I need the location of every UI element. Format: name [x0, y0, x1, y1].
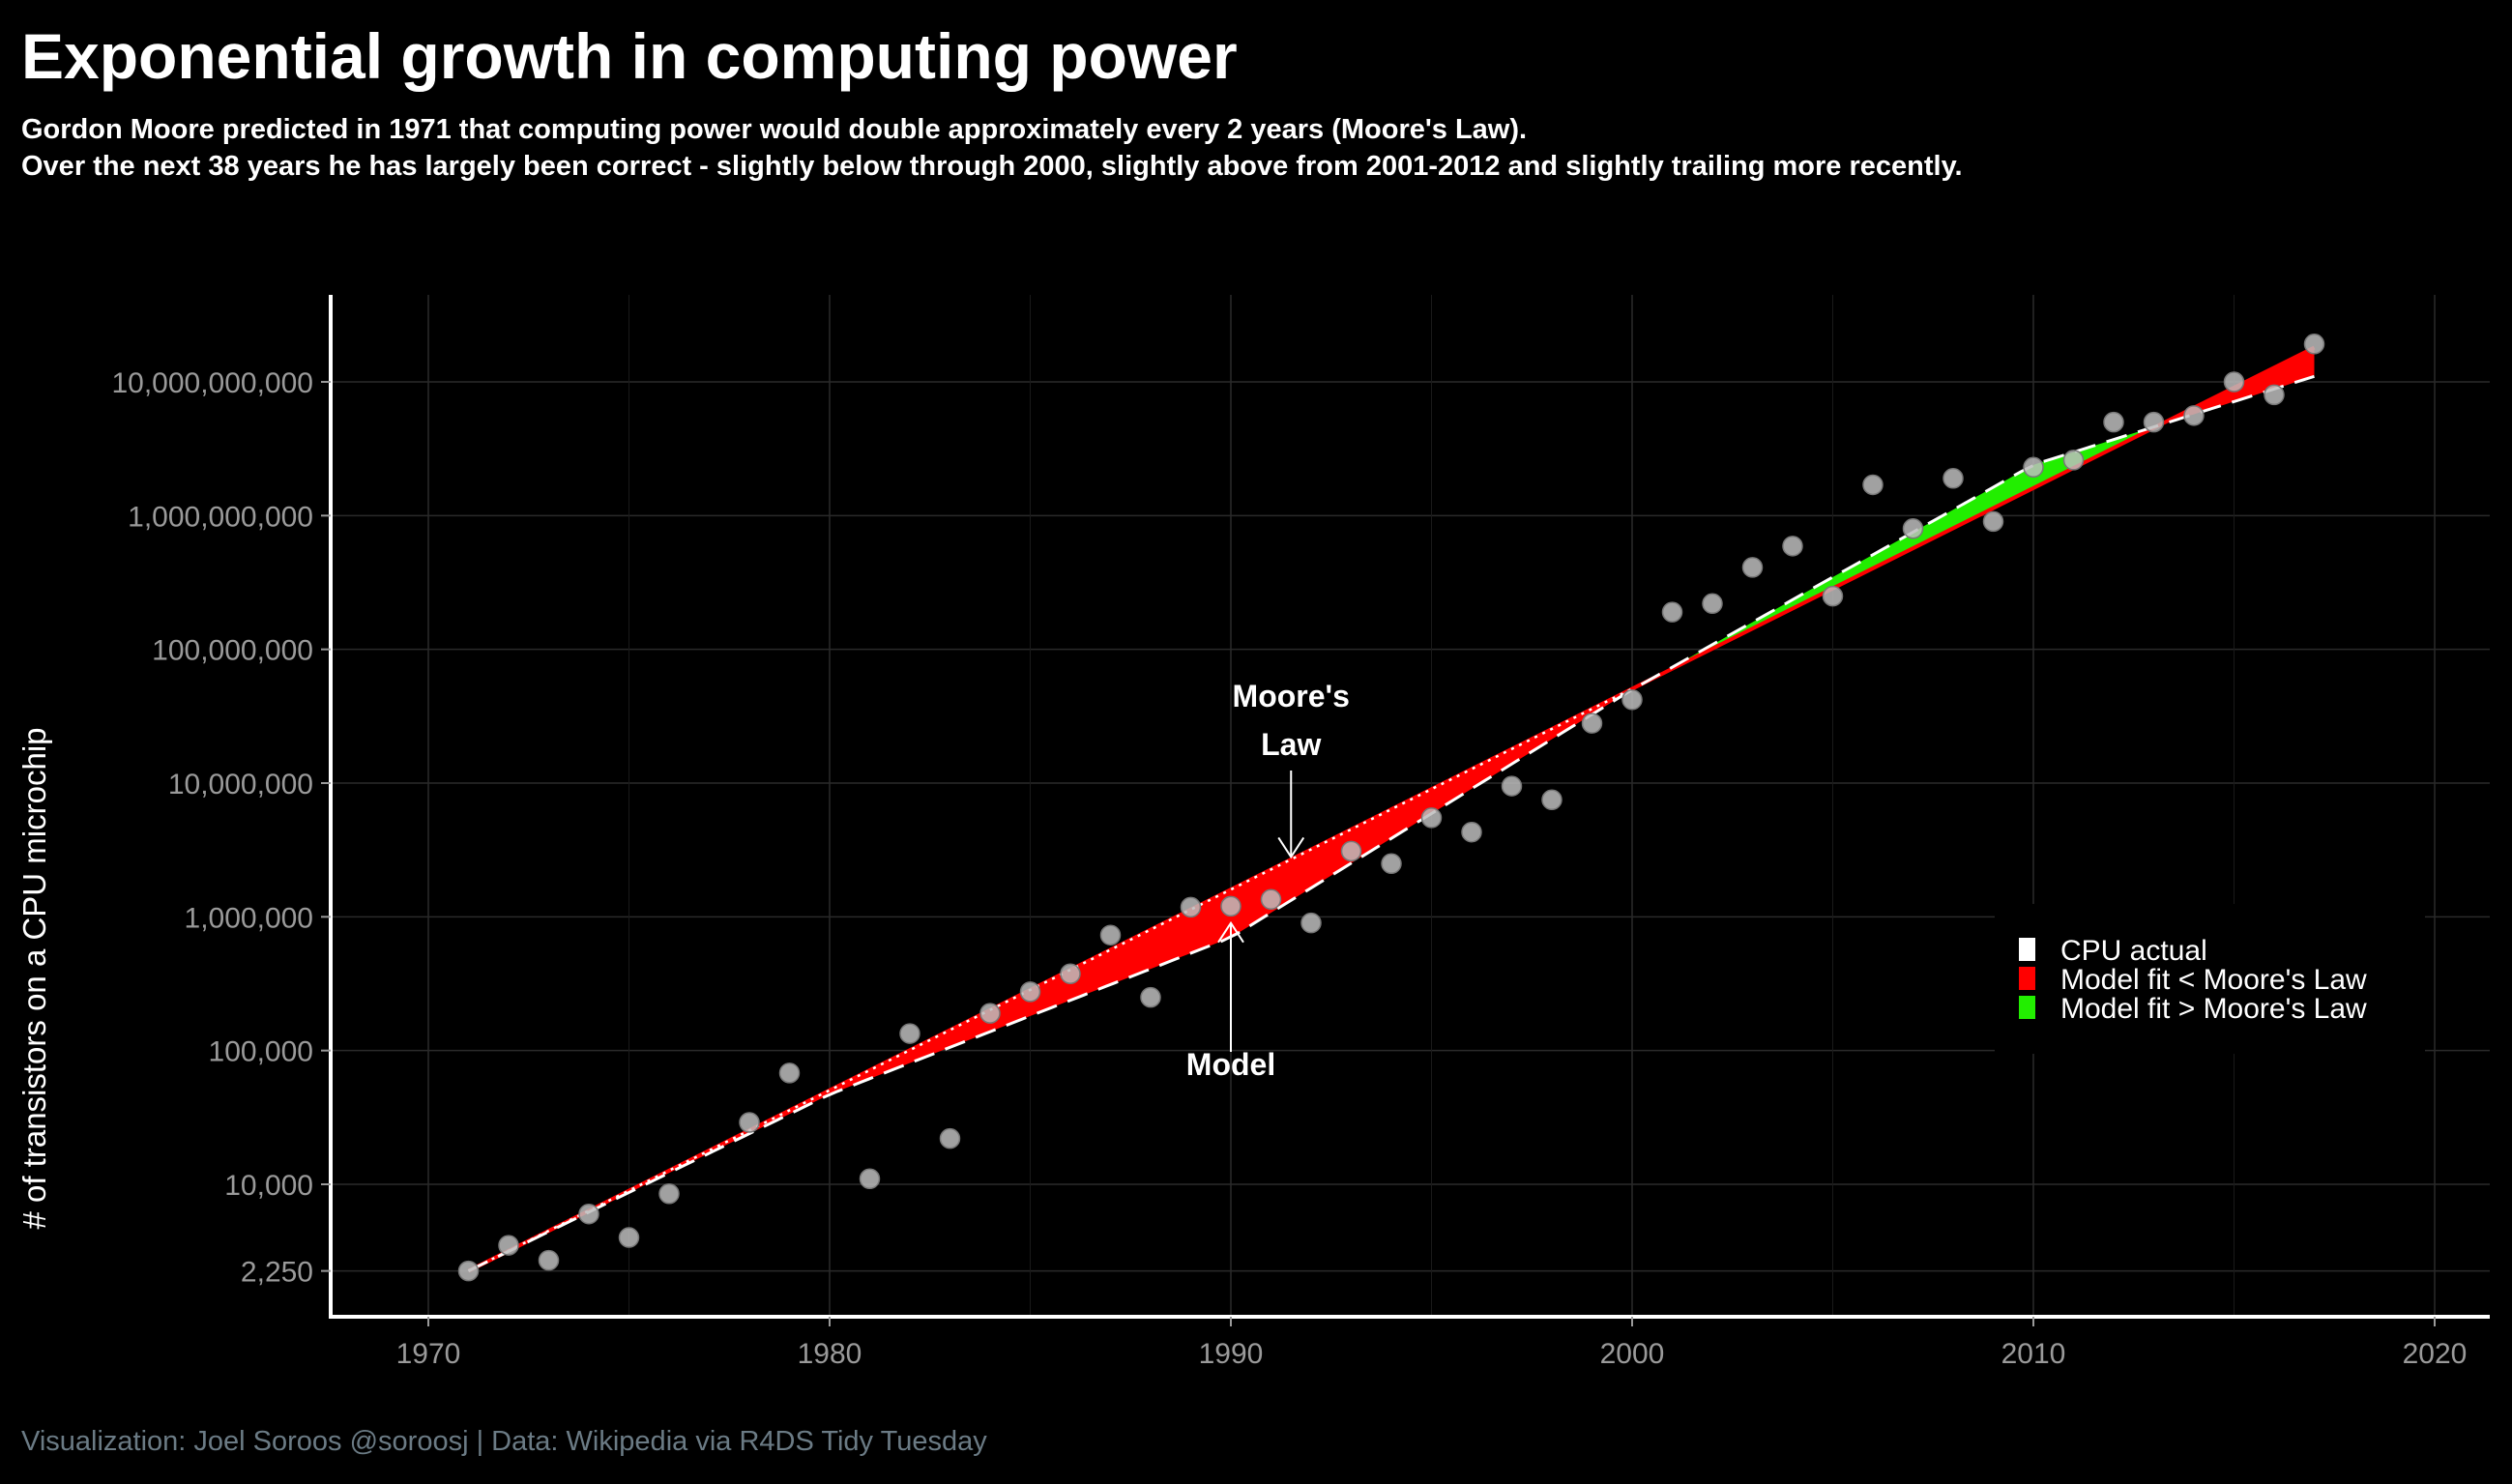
cpu-point [538, 1249, 560, 1271]
x-tick-label: 2020 [2403, 1338, 2468, 1370]
cpu-point [2303, 334, 2325, 355]
cpu-point [618, 1227, 640, 1248]
cpu-point [1782, 536, 1803, 557]
cpu-point [1581, 713, 1603, 734]
y-tick-label: 100,000,000 [152, 635, 313, 667]
cpu-point [1822, 585, 1844, 607]
cpu-point [498, 1235, 519, 1256]
cpu-point [1180, 896, 1202, 918]
y-tick-label: 10,000,000,000 [111, 367, 313, 399]
legend-swatch [2019, 967, 2035, 990]
y-axis-title: # of transistors on a CPU microchip [16, 727, 52, 1229]
cpu-point [2103, 411, 2124, 433]
cpu-point [2062, 450, 2085, 471]
cpu-point [2183, 405, 2205, 426]
y-tick-label: 10,000,000 [168, 769, 313, 800]
annotation-model: Model [1186, 1047, 1275, 1082]
x-tick-label: 1970 [396, 1338, 461, 1370]
cpu-point [739, 1112, 760, 1133]
legend-box [1995, 904, 2425, 1054]
y-tick-label: 1,000,000 [185, 902, 313, 934]
annotation-model-arrowhead [1217, 920, 1244, 944]
cpu-point [1260, 888, 1282, 911]
y-tick-label: 2,250 [241, 1257, 313, 1289]
x-tick-label: 1980 [798, 1338, 862, 1370]
cpu-point [1621, 689, 1643, 711]
annotation-moores-law-line2: Law [1261, 727, 1321, 762]
cpu-point [1340, 840, 1362, 862]
legend-swatch [2019, 996, 2035, 1019]
cpu-point [1862, 474, 1884, 496]
axes [321, 295, 2490, 1326]
annotation-moores-law-line1: Moore's [1233, 679, 1350, 713]
x-tick-label: 2010 [2001, 1338, 2066, 1370]
model-line [467, 374, 2315, 1272]
cpu-point [2143, 411, 2165, 433]
cpu-point [1942, 468, 1964, 489]
cpu-point [1381, 853, 1402, 875]
y-tick-label: 100,000 [209, 1036, 313, 1068]
cpu-point [1541, 789, 1563, 811]
chart-subtitle: Gordon Moore predicted in 1971 that comp… [21, 112, 1963, 185]
annotation-moores-law-arrowhead [1277, 836, 1305, 859]
cpu-point [2223, 371, 2245, 393]
subtitle-line-2: Over the next 38 years he has largely be… [21, 150, 1963, 182]
cpu-point [457, 1260, 480, 1282]
x-tick-label: 2000 [1600, 1338, 1665, 1370]
cpu-point [778, 1062, 801, 1084]
caption: Visualization: Joel Soroos @soroosj | Da… [21, 1426, 987, 1457]
cpu-point [1099, 924, 1122, 946]
cpu-point [899, 1023, 920, 1044]
y-tick-label: 1,000,000,000 [128, 501, 313, 533]
cpu-point [979, 1003, 1001, 1024]
cpu-point [1741, 557, 1764, 578]
cpu-point [2023, 456, 2044, 479]
y-tick-label: 10,000 [224, 1170, 313, 1202]
y-tick-labels: 2,250 10,000 100,000 1,000,000 10,000,000 100… [111, 367, 313, 1289]
cpu-point [1060, 963, 1081, 985]
cpu-point [658, 1183, 680, 1205]
x-tick-labels: 1970 1980 1990 2000 2010 2020 [396, 1338, 2468, 1370]
cpu-point [1461, 821, 1482, 843]
cpu-point [1982, 510, 2004, 533]
x-tick-label: 1990 [1199, 1338, 1264, 1370]
cpu-point [1140, 986, 1161, 1008]
cpu-point [1220, 895, 1241, 917]
legend-label: CPU actual [2060, 935, 2207, 967]
legend-swatch [2019, 938, 2035, 961]
annotations: Moore's Law Model [1186, 679, 1350, 1082]
chart-title: Exponential growth in computing power [21, 20, 1238, 92]
cpu-point [939, 1127, 961, 1149]
cpu-point [1420, 807, 1443, 829]
cpu-point [1501, 775, 1523, 797]
cpu-points [457, 334, 2325, 1282]
cpu-point [1661, 601, 1683, 623]
cpu-point [1702, 593, 1723, 615]
subtitle-line-1: Gordon Moore predicted in 1971 that comp… [21, 114, 1528, 145]
cpu-point [1300, 912, 1322, 934]
legend-label: Model fit < Moore's Law [2060, 964, 2367, 996]
cpu-point [2264, 384, 2285, 406]
cpu-point [859, 1168, 881, 1190]
cpu-point [1019, 981, 1041, 1003]
cpu-point [1902, 517, 1924, 539]
trend-lines [467, 345, 2316, 1273]
legend-label: Model fit > Moore's Law [2060, 993, 2367, 1025]
moores-law-line [467, 345, 2316, 1273]
cpu-point [578, 1203, 599, 1225]
